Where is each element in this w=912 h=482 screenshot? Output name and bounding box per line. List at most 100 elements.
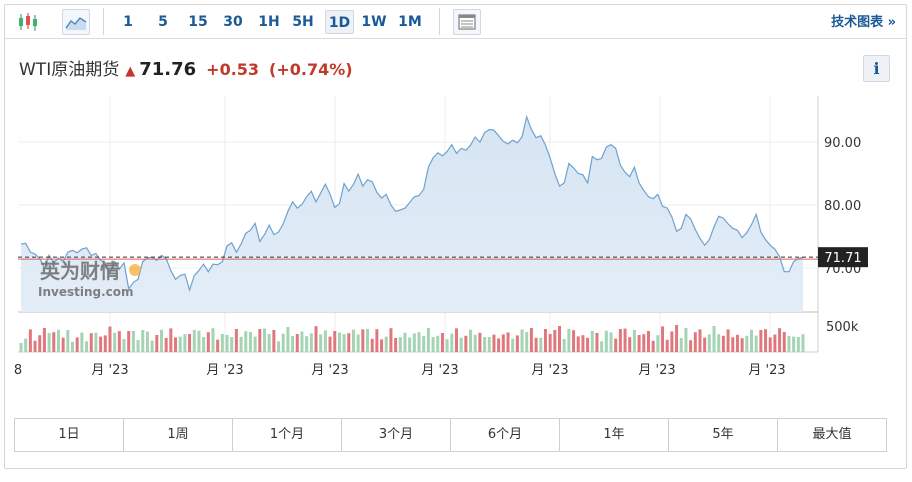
volume-bar — [590, 331, 594, 352]
volume-bar — [333, 331, 337, 352]
volume-bar — [24, 338, 28, 352]
period-1[interactable]: 1 — [123, 14, 133, 30]
volume-bar — [248, 332, 252, 352]
volume-bar — [347, 333, 351, 352]
volume-bar — [258, 329, 262, 352]
period-1d[interactable]: 1D — [325, 10, 354, 34]
volume-bar — [33, 340, 37, 352]
period-5h[interactable]: 5H — [292, 14, 314, 30]
volume-bar — [141, 330, 145, 352]
volume-bar — [103, 335, 107, 352]
volume-bar — [323, 330, 327, 352]
advanced-chart-link[interactable]: 技术图表 » — [831, 15, 896, 30]
volume-bar — [319, 334, 323, 352]
period-1m[interactable]: 1M — [398, 14, 422, 30]
volume-bar — [726, 329, 730, 352]
period-1w[interactable]: 1W — [361, 14, 387, 30]
volume-bar — [572, 330, 576, 352]
range-1m[interactable]: 1个月 — [233, 419, 342, 451]
volume-bar — [389, 328, 393, 352]
volume-bar — [155, 335, 159, 352]
volume-bar — [375, 329, 379, 352]
volume-bar — [370, 338, 374, 352]
volume-bar — [642, 334, 646, 352]
volume-bar — [623, 328, 627, 352]
volume-bar — [703, 337, 707, 352]
volume-bar — [131, 331, 135, 352]
volume-bar — [122, 339, 126, 352]
range-3m[interactable]: 3个月 — [342, 419, 451, 451]
volume-bar — [698, 329, 702, 352]
volume-bar — [501, 334, 505, 352]
volume-bar — [469, 329, 473, 352]
volume-bar — [445, 339, 449, 352]
volume-bar — [192, 330, 196, 352]
volume-bar — [515, 335, 519, 352]
volume-bar — [398, 337, 402, 352]
volume-bar — [717, 334, 721, 352]
volume-bar — [80, 332, 84, 352]
volume-bar — [291, 336, 295, 352]
volume-bar — [749, 329, 753, 352]
range-1w[interactable]: 1周 — [124, 419, 233, 451]
range-5y[interactable]: 5年 — [669, 419, 778, 451]
candlestick-icon[interactable] — [14, 9, 42, 35]
volume-bar — [412, 333, 416, 352]
period-5[interactable]: 5 — [158, 14, 168, 30]
range-1y[interactable]: 1年 — [560, 419, 669, 451]
volume-bar — [656, 335, 660, 352]
x-tick-label: 月 '23 — [531, 363, 568, 378]
volume-bar — [159, 329, 163, 352]
volume-bar — [366, 329, 370, 352]
volume-bar — [440, 333, 444, 352]
volume-bar — [459, 337, 463, 352]
range-max[interactable]: 最大值 — [812, 427, 852, 442]
quote-header: WTI原油期货 ▲ 71.76 +0.53 (+0.74%) — [19, 55, 353, 80]
volume-bar — [253, 336, 257, 352]
volume-bar — [796, 337, 800, 352]
period-30[interactable]: 30 — [223, 14, 243, 30]
volume-bar — [712, 326, 716, 352]
info-icon[interactable]: i — [863, 55, 890, 82]
area-chart-icon[interactable] — [62, 9, 90, 35]
volume-bar — [487, 337, 491, 352]
volume-bar — [529, 328, 533, 352]
last-price-label: 71.71 — [824, 251, 861, 266]
volume-bar — [234, 329, 238, 352]
volume-bar — [497, 338, 501, 352]
volume-bar — [52, 332, 56, 352]
volume-bar — [567, 329, 571, 352]
volume-bar — [581, 335, 585, 352]
y-tick-label: 80.00 — [824, 199, 861, 214]
volume-bar — [281, 333, 285, 352]
volume-bar — [286, 327, 290, 352]
volume-bar — [178, 336, 182, 352]
volume-bar — [262, 328, 266, 352]
volume-bar — [169, 328, 173, 352]
volume-axis-label: 500k — [826, 320, 859, 335]
price-area — [21, 116, 803, 313]
volume-bar — [773, 334, 777, 352]
volume-bar — [47, 333, 51, 352]
volume-bar — [206, 332, 210, 352]
period-15[interactable]: 15 — [188, 14, 208, 30]
x-axis: 8 月 '23 月 '23 月 '23 月 '23 月 '23 月 '23 月 '23 — [14, 363, 786, 378]
range-selector: 1日 1周 1个月 3个月 6个月 1年 5年 最大值 — [14, 418, 887, 452]
range-1d[interactable]: 1日 — [15, 419, 124, 451]
volume-bar — [164, 338, 168, 352]
volume-bar — [707, 334, 711, 352]
volume-bar — [225, 335, 229, 352]
period-1h[interactable]: 1H — [258, 14, 280, 30]
chart-toolbar: 1 5 15 30 1H 5H 1D 1W 1M 技术图表 » — [5, 5, 906, 39]
volume-bar — [600, 341, 604, 352]
price-change: +0.53 — [206, 60, 260, 79]
table-view-icon[interactable] — [453, 9, 481, 35]
volume-bar — [328, 336, 332, 352]
volume-bar — [801, 334, 805, 352]
volume-bar — [42, 328, 46, 352]
range-6m[interactable]: 6个月 — [451, 419, 560, 451]
volume-bar — [721, 335, 725, 352]
volume-bar — [689, 340, 693, 352]
volume-bar — [61, 337, 65, 352]
volume-bar — [787, 336, 791, 352]
